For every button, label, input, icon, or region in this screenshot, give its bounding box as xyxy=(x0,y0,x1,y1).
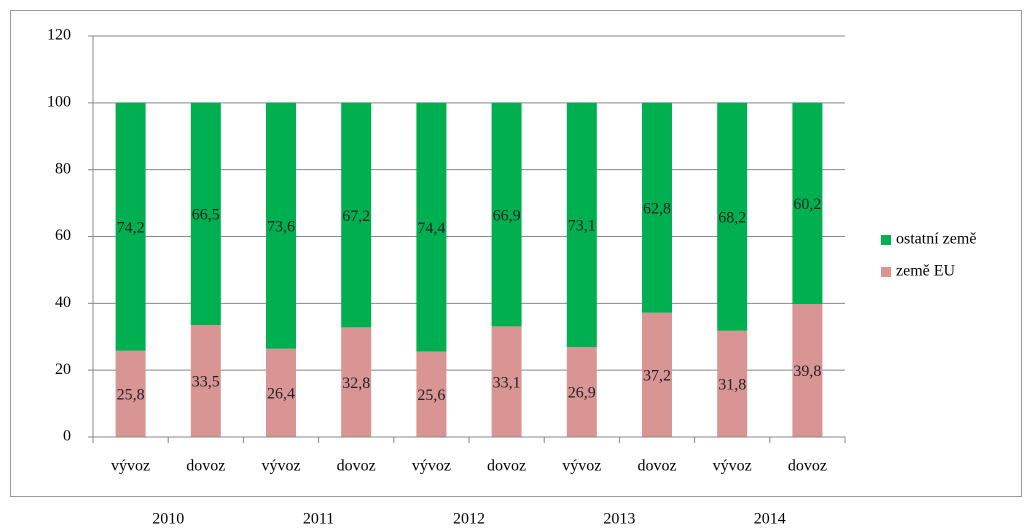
bar-segment xyxy=(491,326,522,437)
value-label: 67,2 xyxy=(342,208,370,225)
x-tick-label: vývoz xyxy=(562,458,601,475)
group-label: 2013 xyxy=(603,511,635,528)
bar-segment xyxy=(792,102,823,305)
value-label: 31,8 xyxy=(718,377,746,394)
bar-segment xyxy=(717,102,748,331)
bar-segment xyxy=(115,350,146,437)
x-tick-label: dovoz xyxy=(186,458,225,475)
legend-swatch xyxy=(881,267,891,277)
x-tick-label: vývoz xyxy=(713,458,752,475)
value-label: 68,2 xyxy=(718,209,746,226)
bar-segment xyxy=(266,348,296,437)
value-label: 25,8 xyxy=(117,387,145,404)
value-label: 60,2 xyxy=(793,196,821,213)
x-tick-label: dovoz xyxy=(487,458,526,475)
group-label: 2011 xyxy=(303,511,334,528)
bar-segment xyxy=(642,102,672,313)
value-label: 66,9 xyxy=(493,207,521,224)
value-label: 25,6 xyxy=(417,387,445,404)
x-tick-label: vývoz xyxy=(111,458,150,475)
bar-segment xyxy=(717,330,748,437)
x-tick-label: vývoz xyxy=(261,458,300,475)
value-label: 74,2 xyxy=(117,219,145,236)
x-tick-label: dovoz xyxy=(788,458,827,475)
x-tick-label: vývoz xyxy=(412,458,451,475)
x-tick-label: dovoz xyxy=(337,458,376,475)
y-tick-label: 120 xyxy=(47,27,71,44)
bar-segment xyxy=(416,102,447,352)
bar-segment xyxy=(266,102,296,349)
legend-label: země EU xyxy=(896,263,956,280)
bar-segment xyxy=(566,347,597,437)
value-label: 37,2 xyxy=(643,368,671,385)
value-label: 32,8 xyxy=(342,375,370,392)
group-label: 2014 xyxy=(754,511,786,528)
value-label: 73,1 xyxy=(568,218,596,235)
value-label: 66,5 xyxy=(192,207,220,224)
value-label: 39,8 xyxy=(793,363,821,380)
bar-segment xyxy=(642,312,672,437)
x-tick-label: dovoz xyxy=(637,458,676,475)
value-label: 26,9 xyxy=(568,385,596,402)
bar-segment xyxy=(566,102,597,348)
bar-segment xyxy=(341,327,372,437)
value-label: 73,6 xyxy=(267,218,295,235)
legend-swatch xyxy=(881,235,891,245)
chart-border xyxy=(10,10,1022,497)
bar-segment xyxy=(190,325,221,437)
value-label: 33,1 xyxy=(493,374,521,391)
y-tick-label: 60 xyxy=(55,227,71,244)
y-tick-label: 20 xyxy=(55,361,71,378)
value-label: 62,8 xyxy=(643,200,671,217)
y-tick-label: 80 xyxy=(55,160,71,177)
y-tick-label: 40 xyxy=(55,294,71,311)
legend-label: ostatní země xyxy=(896,231,976,248)
bar-segment xyxy=(115,102,146,351)
bar-segment xyxy=(491,102,522,327)
bar-segment xyxy=(416,351,447,437)
group-label: 2010 xyxy=(152,511,184,528)
group-label: 2012 xyxy=(453,511,485,528)
y-tick-label: 100 xyxy=(47,94,71,111)
bar-segment xyxy=(190,102,221,326)
bar-segment xyxy=(792,304,823,437)
value-label: 26,4 xyxy=(267,386,295,403)
value-label: 33,5 xyxy=(192,374,220,391)
value-label: 74,4 xyxy=(417,220,445,237)
bar-segment xyxy=(341,102,372,328)
y-tick-label: 0 xyxy=(63,428,71,445)
